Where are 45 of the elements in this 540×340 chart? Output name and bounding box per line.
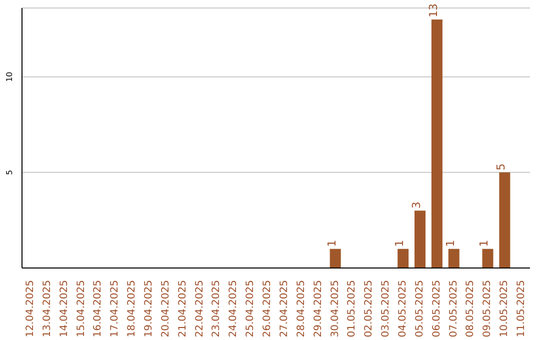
x-tick-label: 27.04.2025 bbox=[278, 280, 290, 338]
x-tick-label: 06.05.2025 bbox=[431, 280, 442, 338]
x-tick-label: 23.04.2025 bbox=[211, 280, 222, 338]
y-tick-label: 10 bbox=[5, 72, 14, 82]
x-tick-label: 09.05.2025 bbox=[482, 280, 494, 338]
bar bbox=[414, 210, 426, 268]
x-tick-label: 30.04.2025 bbox=[330, 280, 341, 338]
x-tick-label: 25.04.2025 bbox=[245, 280, 256, 338]
data-label: 1 bbox=[444, 240, 457, 247]
x-tick-label: 13.04.2025 bbox=[42, 280, 53, 338]
x-tick-label: 29.04.2025 bbox=[312, 280, 324, 338]
x-tick-label: 16.04.2025 bbox=[92, 280, 104, 338]
bar bbox=[482, 248, 494, 268]
x-tick-label: 02.05.2025 bbox=[364, 280, 375, 338]
x-tick-label: 05.05.2025 bbox=[414, 280, 426, 338]
x-tick-label: 01.05.2025 bbox=[346, 280, 358, 338]
bar bbox=[499, 172, 510, 268]
bar bbox=[398, 248, 409, 268]
bar bbox=[448, 248, 460, 268]
bar bbox=[330, 248, 341, 268]
x-tick-label: 24.04.2025 bbox=[228, 280, 240, 338]
x-tick-label: 18.04.2025 bbox=[126, 280, 138, 338]
x-tick-label: 26.04.2025 bbox=[262, 280, 274, 338]
x-tick-label: 07.05.2025 bbox=[448, 280, 460, 338]
bar bbox=[431, 19, 442, 268]
data-label: 1 bbox=[393, 240, 406, 247]
x-tick-label: 12.04.2025 bbox=[24, 280, 36, 338]
data-label: 5 bbox=[494, 163, 508, 170]
data-label: 1 bbox=[325, 240, 338, 247]
data-label: 3 bbox=[410, 202, 424, 209]
x-tick-label: 04.05.2025 bbox=[398, 280, 408, 338]
x-tick-label: 03.05.2025 bbox=[380, 280, 392, 338]
x-tick-label: 15.04.2025 bbox=[76, 280, 87, 338]
x-tick-label: 11.05.2025 bbox=[516, 280, 528, 338]
x-tick-label: 21.04.2025 bbox=[177, 280, 188, 338]
x-tick-label: 19.04.2025 bbox=[144, 280, 154, 338]
x-tick-label: 17.04.2025 bbox=[110, 280, 121, 338]
x-tick-label: 10.05.2025 bbox=[499, 280, 510, 338]
data-label: 13 bbox=[426, 3, 440, 18]
data-label: 1 bbox=[478, 240, 491, 247]
x-tick-label: 28.04.2025 bbox=[296, 280, 307, 338]
x-tick-label: 20.04.2025 bbox=[160, 280, 172, 338]
x-tick-label: 22.04.2025 bbox=[194, 280, 206, 338]
x-tick-label: 14.04.2025 bbox=[58, 280, 70, 338]
x-tick-label: 08.05.2025 bbox=[465, 280, 476, 338]
